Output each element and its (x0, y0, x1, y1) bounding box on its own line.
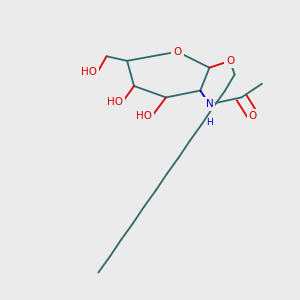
Text: O: O (173, 47, 181, 57)
Text: O: O (249, 111, 257, 121)
Text: H: H (206, 118, 213, 127)
Text: HO: HO (81, 67, 98, 77)
Text: HO: HO (106, 97, 123, 107)
Text: HO: HO (136, 111, 152, 121)
Text: N: N (206, 99, 213, 109)
Text: O: O (226, 56, 234, 66)
